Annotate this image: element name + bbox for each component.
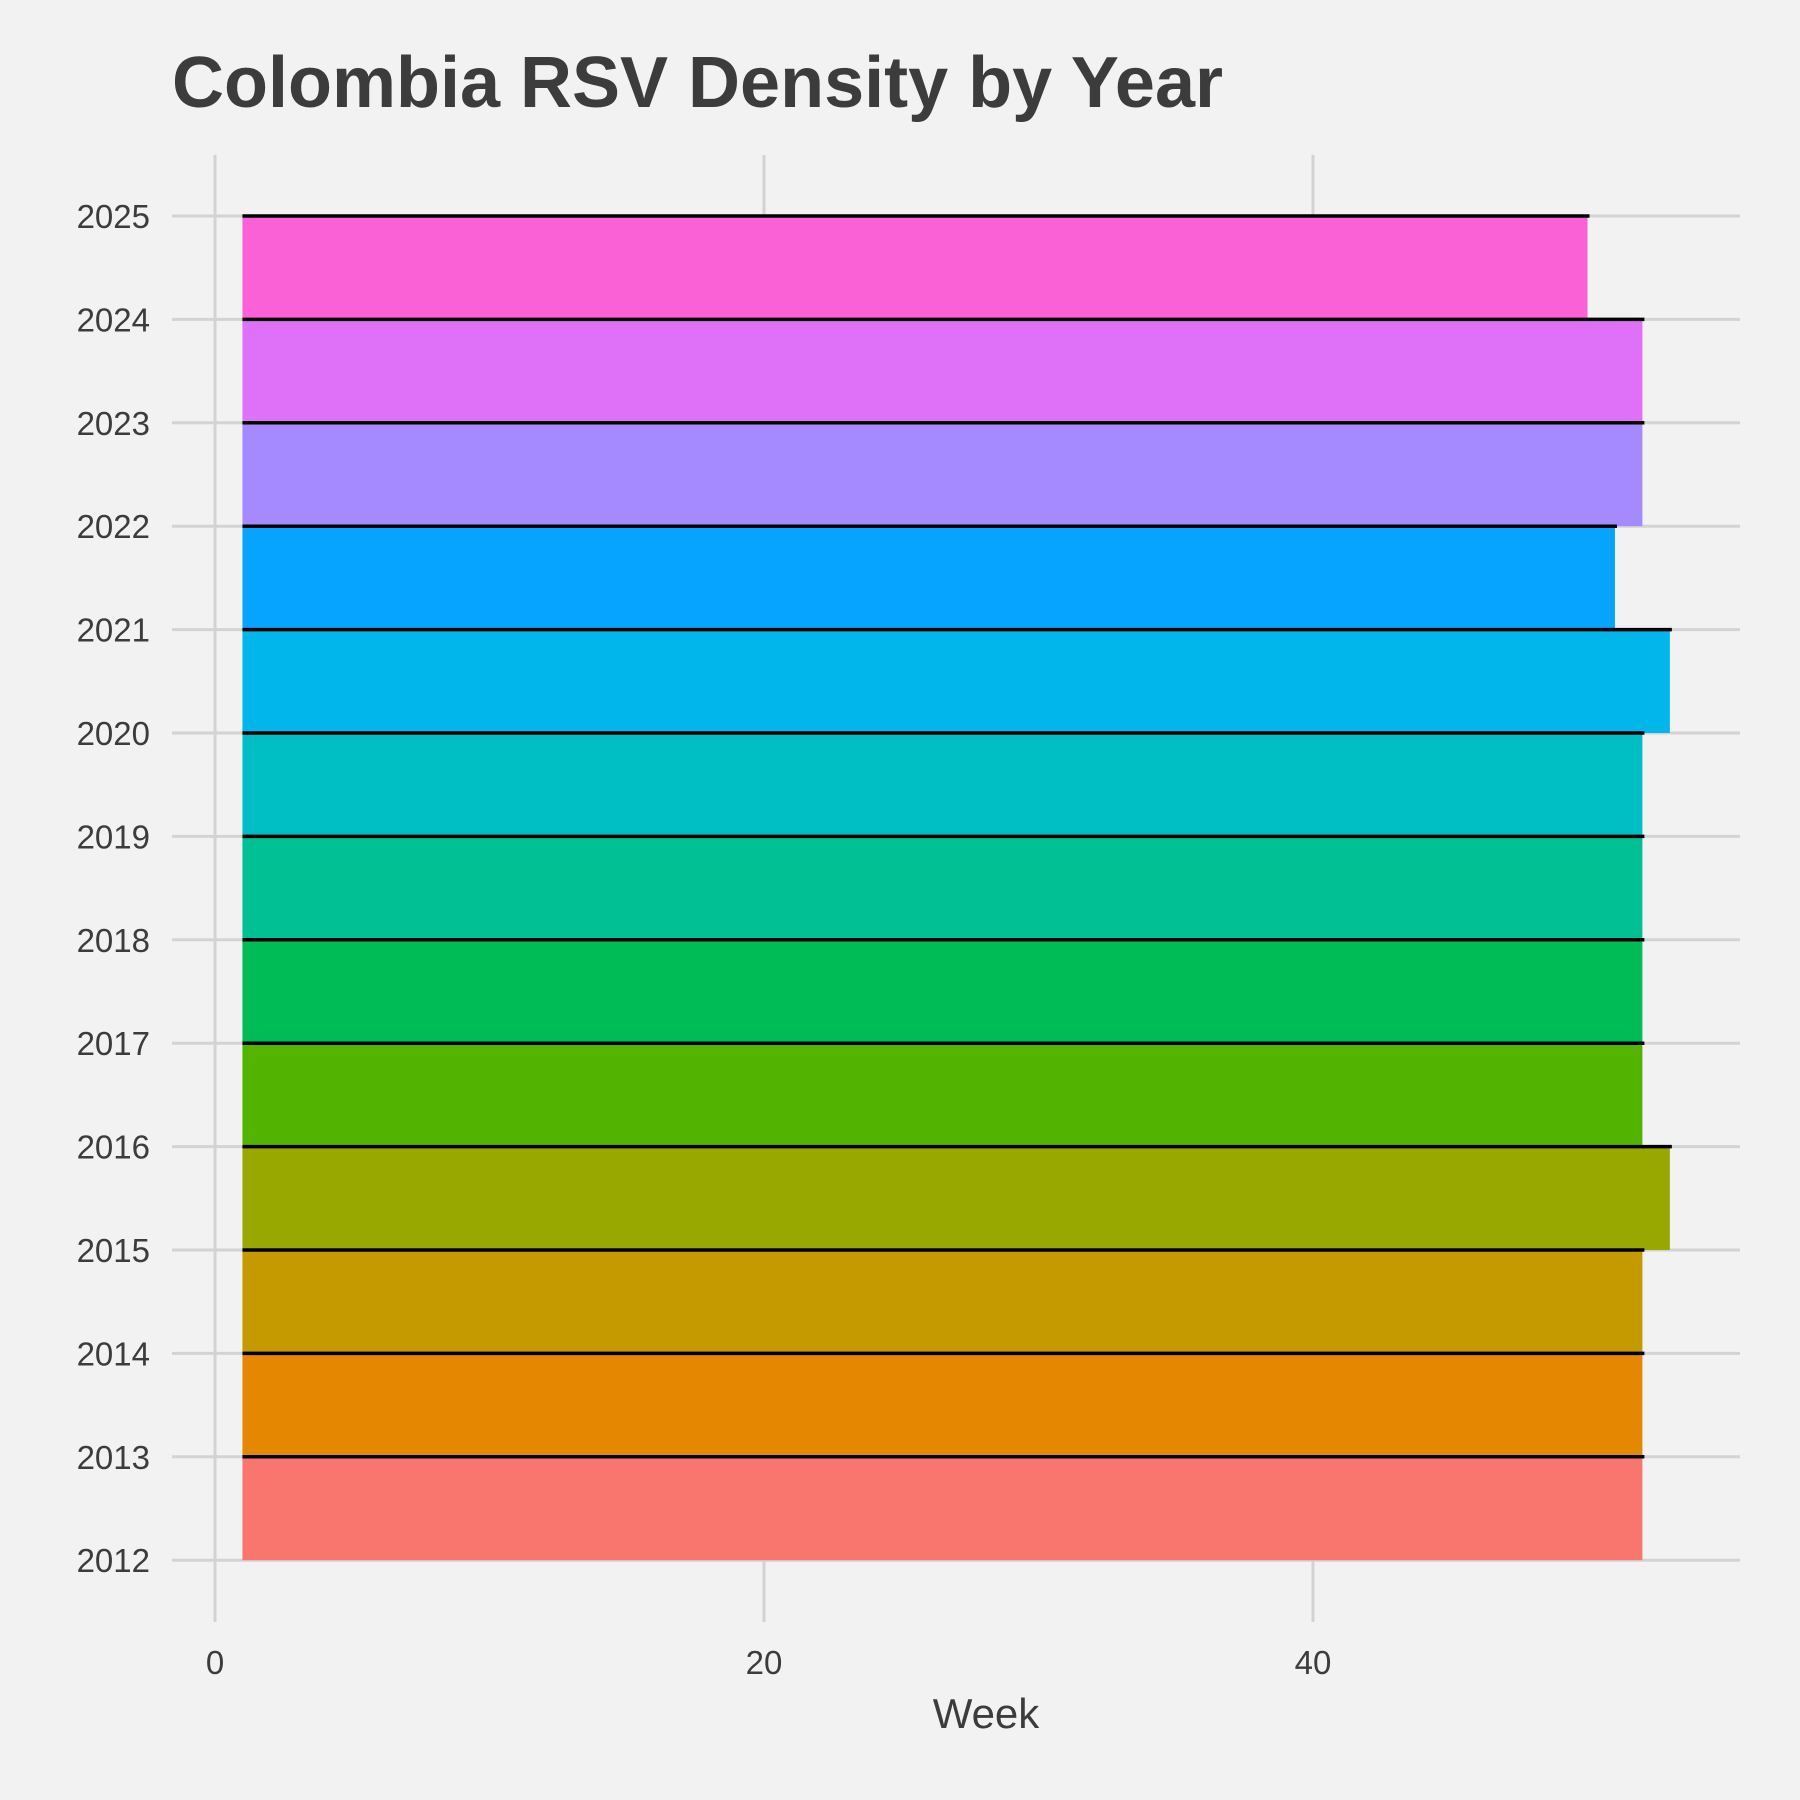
area-layer	[242, 216, 1670, 1561]
y-tick-label-2021: 2021	[77, 612, 150, 649]
ridge-area-2016	[242, 1043, 1643, 1147]
y-tick-label-2012: 2012	[77, 1542, 150, 1579]
ridge-area-2023	[242, 319, 1643, 423]
y-tick-label-2014: 2014	[77, 1335, 150, 1372]
chart-title: Colombia RSV Density by Year	[172, 43, 1224, 123]
ridge-area-2012	[242, 1456, 1643, 1561]
x-tick-labels: 0 20 40	[206, 1644, 1332, 1681]
ridge-area-2022	[242, 422, 1643, 527]
y-tick-labels: 2012 2013 2014 2015 2016 2017 2018 2019 2020 2021…	[77, 198, 150, 1579]
y-tick-label-2022: 2022	[77, 508, 150, 545]
ridge-area-2020	[242, 629, 1670, 733]
y-tick-label-2017: 2017	[77, 1025, 150, 1062]
ridge-area-2013	[242, 1353, 1643, 1457]
x-tick-label-0: 0	[206, 1644, 224, 1681]
y-tick-label-2019: 2019	[77, 818, 150, 855]
x-tick-label-40: 40	[1295, 1644, 1332, 1681]
ridge-area-2024	[242, 216, 1588, 320]
ridge-line-layer	[242, 214, 1672, 1459]
ridge-area-2015	[242, 1146, 1670, 1250]
ridge-area-2014	[242, 1250, 1643, 1354]
y-tick-label-2015: 2015	[77, 1232, 150, 1269]
x-axis-title: Week	[933, 1690, 1041, 1737]
ridge-area-2017	[242, 939, 1643, 1044]
y-tick-label-2023: 2023	[77, 405, 150, 442]
x-tick-label-20: 20	[746, 1644, 783, 1681]
ridge-area-2021	[242, 526, 1615, 630]
y-tick-label-2016: 2016	[77, 1129, 150, 1166]
y-tick-label-2025: 2025	[77, 198, 150, 235]
y-tick-label-2018: 2018	[77, 922, 150, 959]
ridge-area-2019	[242, 733, 1643, 837]
ridge-area-2018	[242, 836, 1643, 940]
y-tick-label-2013: 2013	[77, 1439, 150, 1476]
y-tick-label-2020: 2020	[77, 715, 150, 752]
y-tick-label-2024: 2024	[77, 301, 150, 338]
